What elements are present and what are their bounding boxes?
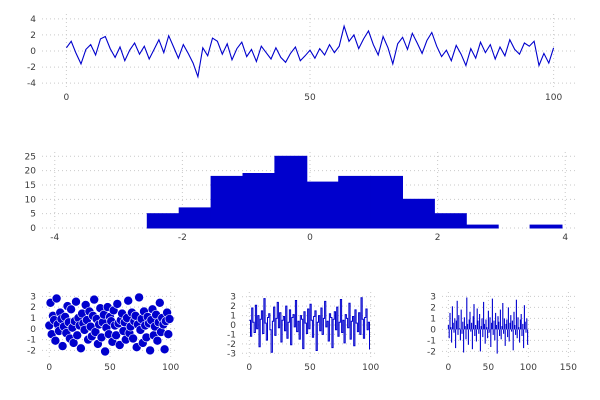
scatter-point (112, 299, 123, 309)
y-tick-label: 2 (30, 303, 36, 313)
histogram-bar (338, 175, 372, 229)
y-tick-label: -2 (27, 346, 36, 356)
histogram-bar (465, 224, 499, 229)
scatter-point (155, 298, 165, 308)
histogram-bar (402, 198, 435, 229)
x-tick-label: 100 (362, 363, 379, 373)
x-tick-label: -4 (50, 233, 59, 243)
scatter-point (57, 341, 68, 351)
x-tick-label: 4 (562, 233, 568, 243)
y-tick-label: 2 (230, 302, 236, 312)
histogram-chart-svg: -4 -2 0 2 4 0 5 10 15 20 25 (25, 152, 578, 243)
y-tick-label: -1 (27, 336, 36, 346)
y-tick-label: -2 (427, 347, 436, 357)
scatter-point (114, 340, 125, 350)
scatter-point (72, 330, 83, 341)
y-tick-label: 25 (25, 152, 36, 162)
y-tick-label: 10 (25, 195, 37, 205)
x-tick-label: 100 (520, 363, 537, 373)
histogram-bar (306, 181, 340, 229)
scatter-point (51, 293, 62, 304)
y-tick-label: 1 (30, 314, 36, 324)
x-tick-label: 100 (545, 93, 562, 103)
y-tick-label: 0 (430, 325, 436, 335)
scatter-point (66, 304, 76, 315)
y-tick-label: 2 (430, 303, 436, 313)
y-tick-label: 0 (230, 321, 236, 331)
scatter-point (111, 330, 121, 341)
y-tick-label: -3 (227, 349, 236, 359)
x-tick-label: 50 (304, 93, 316, 103)
scatter-point (159, 344, 170, 355)
scatter-point (71, 296, 81, 307)
scatter-point (100, 346, 110, 357)
y-tick-label: 1 (430, 314, 436, 324)
scatter-point (152, 335, 163, 346)
y-tick-label: 0 (30, 325, 36, 335)
x-tick-label: 50 (104, 363, 116, 373)
step-series (249, 297, 370, 353)
y-tick-label: 5 (30, 210, 36, 220)
y-tick-label: 15 (25, 181, 36, 191)
y-tick-label: 3 (30, 292, 36, 302)
scatter-point (128, 333, 138, 344)
scatter-point (76, 343, 86, 354)
y-tick-label: 3 (430, 292, 436, 302)
y-tick-label: 0 (30, 224, 36, 234)
scatter-point (145, 345, 155, 356)
scatter-point (163, 329, 174, 340)
scatter-point (50, 335, 61, 346)
x-tick-label: 50 (304, 363, 316, 373)
x-tick-label: 0 (307, 233, 313, 243)
y-tick-label: 2 (30, 31, 36, 41)
histogram-bar (433, 213, 467, 229)
x-tick-label: 50 (483, 363, 495, 373)
y-tick-label: -4 (27, 79, 36, 89)
x-tick-label: 100 (162, 363, 179, 373)
step-chart-panel: 0 50 100 -3 -2 -1 0 1 2 3 (227, 292, 380, 373)
y-tick-label: 3 (230, 293, 236, 303)
y-tick-label: -2 (27, 63, 36, 73)
histogram-bar (529, 224, 563, 229)
x-tick-label: 0 (46, 363, 52, 373)
histogram-bar (146, 213, 180, 229)
line-series (65, 24, 555, 79)
line-chart-panel: 0 50 100 -4 -2 0 2 4 (27, 14, 578, 103)
x-tick-label: 150 (560, 363, 577, 373)
histogram-panel: -4 -2 0 2 4 0 5 10 15 20 25 (25, 152, 578, 243)
y-tick-label: 4 (30, 15, 36, 25)
x-tick-label: 0 (446, 363, 452, 373)
histogram-bar (210, 175, 244, 229)
x-tick-label: -2 (178, 233, 187, 243)
stem-chart-panel: 0 50 100 150 -2 -1 0 1 2 3 (427, 292, 578, 373)
scatter-point (89, 294, 100, 305)
histogram-bar (370, 175, 404, 229)
scatter-point (123, 295, 133, 306)
histogram-bar (178, 207, 212, 229)
y-tick-label: 0 (30, 47, 36, 57)
y-tick-label: 20 (25, 167, 37, 177)
histogram-bar (274, 155, 308, 229)
y-tick-label: 1 (230, 312, 236, 322)
scatter-point (134, 292, 144, 303)
y-tick-label: -1 (427, 336, 436, 346)
y-tick-label: -1 (227, 330, 236, 340)
x-tick-label: 0 (63, 93, 69, 103)
line-chart-svg: 0 50 100 -4 -2 0 2 4 (27, 14, 578, 103)
x-tick-label: 0 (246, 363, 252, 373)
x-tick-label: 2 (435, 233, 441, 243)
histogram-bar (242, 173, 276, 229)
y-tick-label: -2 (227, 340, 236, 350)
scatter-point (164, 314, 175, 324)
scatter-panel: 0 50 100 -2 -1 0 1 2 3 (27, 292, 180, 373)
